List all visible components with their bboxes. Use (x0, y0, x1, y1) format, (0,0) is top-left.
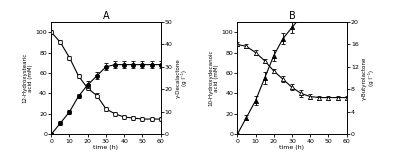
Y-axis label: γ-Decalactone
(g l⁻¹): γ-Decalactone (g l⁻¹) (175, 58, 188, 98)
Y-axis label: 10-Hydroxydecanoic
acid (mM): 10-Hydroxydecanoic acid (mM) (208, 50, 219, 106)
X-axis label: time (h): time (h) (93, 145, 119, 150)
Title: B: B (289, 11, 296, 21)
Title: A: A (102, 11, 109, 21)
X-axis label: time (h): time (h) (279, 145, 305, 150)
Y-axis label: γ-Butyrolactone
(g l⁻¹): γ-Butyrolactone (g l⁻¹) (362, 56, 374, 100)
Y-axis label: 12-Hydroxystearic
acid (mM): 12-Hydroxystearic acid (mM) (22, 53, 33, 103)
